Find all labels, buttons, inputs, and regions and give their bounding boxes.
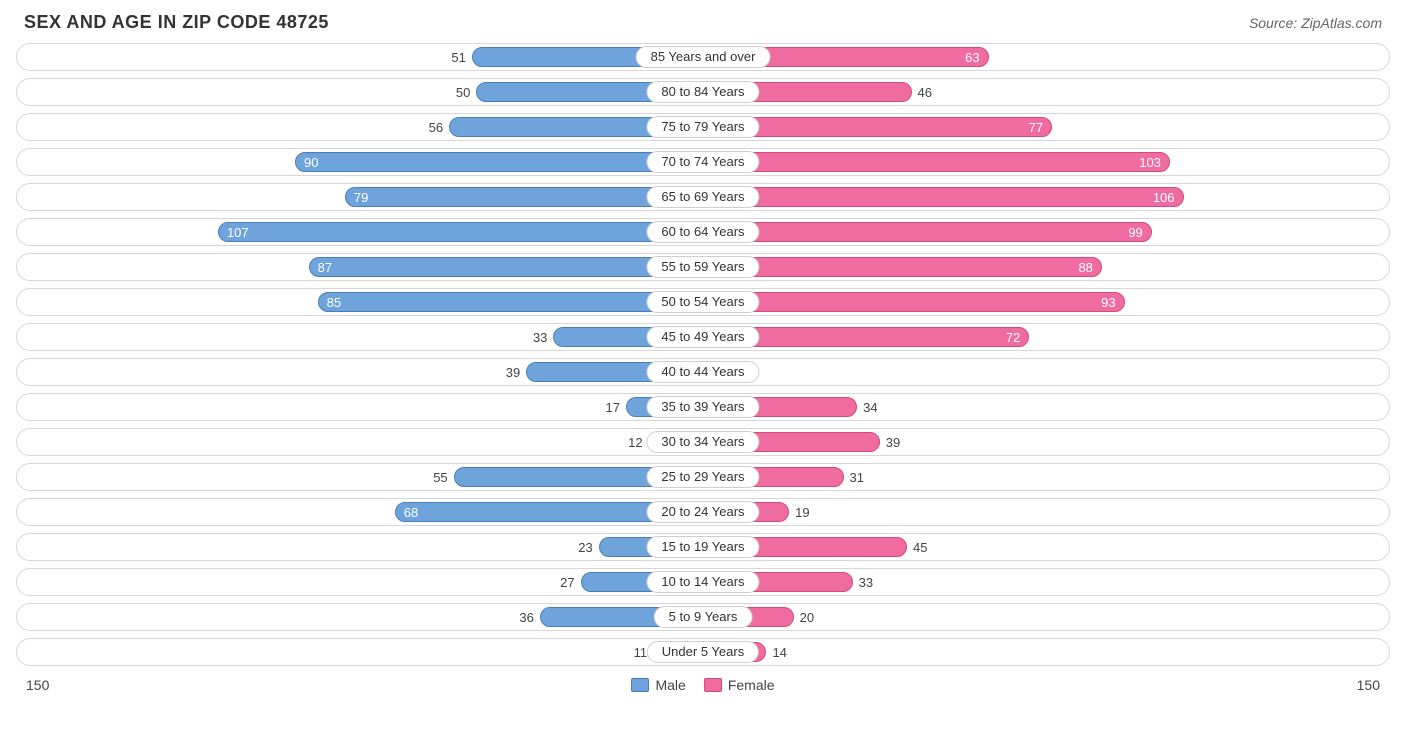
age-group-label: 30 to 34 Years <box>646 431 759 453</box>
pyramid-row: 79 106 65 to 69 Years <box>16 183 1390 211</box>
age-group-label: Under 5 Years <box>647 641 759 663</box>
female-bar: 106 <box>703 187 1184 207</box>
age-group-label: 50 to 54 Years <box>646 291 759 313</box>
pyramid-row: 36 20 5 to 9 Years <box>16 603 1390 631</box>
legend-swatch <box>704 678 722 692</box>
male-bar: 107 <box>218 222 703 242</box>
female-value: 19 <box>789 505 815 520</box>
pyramid-row: 27 33 10 to 14 Years <box>16 568 1390 596</box>
male-value: 87 <box>318 260 332 275</box>
age-group-label: 75 to 79 Years <box>646 116 759 138</box>
age-group-label: 80 to 84 Years <box>646 81 759 103</box>
male-bar: 85 <box>318 292 703 312</box>
pyramid-row: 12 39 30 to 34 Years <box>16 428 1390 456</box>
female-value: 106 <box>1153 190 1175 205</box>
age-group-label: 65 to 69 Years <box>646 186 759 208</box>
age-group-label: 35 to 39 Years <box>646 396 759 418</box>
legend-label: Male <box>655 677 685 693</box>
female-value: 46 <box>912 85 938 100</box>
chart-footer: 150 Male Female 150 <box>16 673 1390 693</box>
male-value: 85 <box>327 295 341 310</box>
age-group-label: 70 to 74 Years <box>646 151 759 173</box>
female-value: 77 <box>1029 120 1043 135</box>
pyramid-row: 51 63 85 Years and over <box>16 43 1390 71</box>
female-value: 88 <box>1078 260 1092 275</box>
male-value: 27 <box>554 575 580 590</box>
female-value: 33 <box>853 575 879 590</box>
female-value: 45 <box>907 540 933 555</box>
legend-item: Female <box>704 677 775 693</box>
pyramid-row: 17 34 35 to 39 Years <box>16 393 1390 421</box>
age-group-label: 5 to 9 Years <box>654 606 753 628</box>
age-group-label: 85 Years and over <box>636 46 771 68</box>
pyramid-row: 90 103 70 to 74 Years <box>16 148 1390 176</box>
male-value: 12 <box>622 435 648 450</box>
pyramid-row: 107 99 60 to 64 Years <box>16 218 1390 246</box>
age-group-label: 25 to 29 Years <box>646 466 759 488</box>
female-value: 34 <box>857 400 883 415</box>
female-value: 72 <box>1006 330 1020 345</box>
pyramid-row: 1114Under 5 Years <box>16 638 1390 666</box>
pyramid-row: 39240 to 44 Years <box>16 358 1390 386</box>
female-value: 93 <box>1101 295 1115 310</box>
axis-max-right: 150 <box>1357 677 1380 693</box>
chart-legend: Male Female <box>631 677 774 693</box>
male-value: 90 <box>304 155 318 170</box>
male-value: 56 <box>423 120 449 135</box>
pyramid-row: 33 72 45 to 49 Years <box>16 323 1390 351</box>
female-value: 14 <box>766 645 792 660</box>
pyramid-row: 68 19 20 to 24 Years <box>16 498 1390 526</box>
male-value: 107 <box>227 225 249 240</box>
legend-label: Female <box>728 677 775 693</box>
legend-item: Male <box>631 677 685 693</box>
age-group-label: 40 to 44 Years <box>646 361 759 383</box>
axis-max-left: 150 <box>26 677 49 693</box>
male-bar: 90 <box>295 152 703 172</box>
male-value: 36 <box>513 610 539 625</box>
age-group-label: 45 to 49 Years <box>646 326 759 348</box>
female-value: 103 <box>1139 155 1161 170</box>
male-value: 55 <box>427 470 453 485</box>
female-bar: 103 <box>703 152 1170 172</box>
age-group-label: 10 to 14 Years <box>646 571 759 593</box>
pyramid-row: 55 31 25 to 29 Years <box>16 463 1390 491</box>
female-bar: 88 <box>703 257 1102 277</box>
female-bar: 93 <box>703 292 1125 312</box>
male-bar: 87 <box>309 257 703 277</box>
age-group-label: 15 to 19 Years <box>646 536 759 558</box>
male-value: 68 <box>404 505 418 520</box>
male-value: 39 <box>500 365 526 380</box>
female-value: 99 <box>1128 225 1142 240</box>
chart-header: SEX AND AGE IN ZIP CODE 48725 Source: Zi… <box>16 8 1390 43</box>
female-bar: 99 <box>703 222 1152 242</box>
pyramid-row: 56 77 75 to 79 Years <box>16 113 1390 141</box>
pyramid-row: 87 88 55 to 59 Years <box>16 253 1390 281</box>
female-value: 20 <box>794 610 820 625</box>
male-value: 33 <box>527 330 553 345</box>
legend-swatch <box>631 678 649 692</box>
population-pyramid-chart: 516385 Years and over504680 to 84 Years5… <box>16 43 1390 666</box>
pyramid-row: 50 46 80 to 84 Years <box>16 78 1390 106</box>
age-group-label: 20 to 24 Years <box>646 501 759 523</box>
age-group-label: 60 to 64 Years <box>646 221 759 243</box>
chart-source: Source: ZipAtlas.com <box>1249 15 1382 31</box>
male-value: 51 <box>445 50 471 65</box>
chart-title: SEX AND AGE IN ZIP CODE 48725 <box>24 12 329 33</box>
female-value: 31 <box>844 470 870 485</box>
female-value: 63 <box>965 50 979 65</box>
pyramid-row: 85 93 50 to 54 Years <box>16 288 1390 316</box>
male-value: 23 <box>572 540 598 555</box>
male-value: 79 <box>354 190 368 205</box>
male-value: 50 <box>450 85 476 100</box>
pyramid-row: 23 45 15 to 19 Years <box>16 533 1390 561</box>
female-value: 39 <box>880 435 906 450</box>
age-group-label: 55 to 59 Years <box>646 256 759 278</box>
male-value: 17 <box>599 400 625 415</box>
